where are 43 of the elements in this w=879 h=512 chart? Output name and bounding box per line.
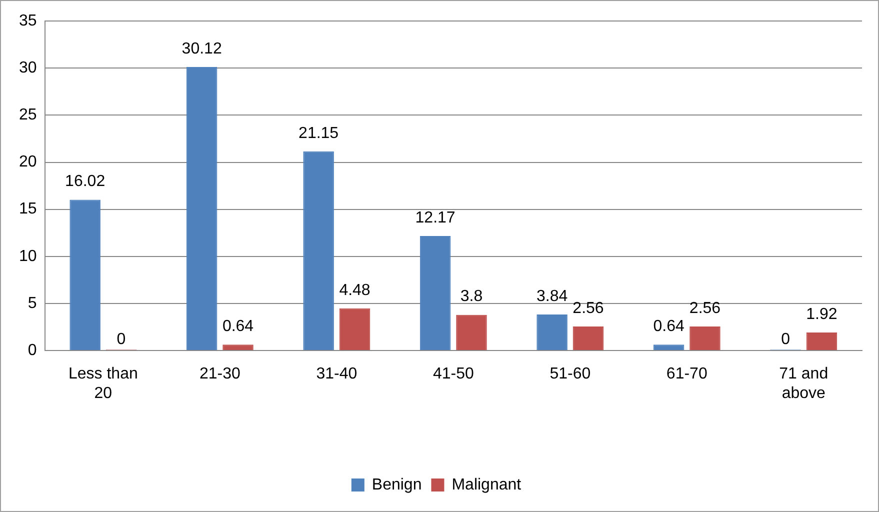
- x-tick-label: 21-30: [199, 366, 240, 383]
- bar: [572, 326, 604, 350]
- legend-label: Malignant: [452, 476, 522, 494]
- y-tick-label: 10: [19, 248, 37, 265]
- y-tick-label: 35: [19, 12, 37, 30]
- x-tick-label: 51-60: [550, 366, 591, 383]
- data-label: 3.84: [536, 288, 568, 305]
- data-label: 30.12: [182, 40, 222, 58]
- x-tick-label: Less than 20: [68, 366, 138, 402]
- bar: [70, 200, 100, 350]
- data-label: 0.64: [653, 318, 684, 335]
- bar: [456, 314, 487, 350]
- x-tick-label: 41-50: [432, 366, 474, 383]
- y-tick-label: 30: [19, 59, 37, 76]
- data-label: 12.17: [415, 209, 456, 226]
- bar: [222, 344, 254, 350]
- y-tick-label: 25: [19, 106, 37, 124]
- data-label: 0: [116, 331, 126, 348]
- data-label: 1.92: [806, 306, 838, 323]
- y-tick-label: 20: [19, 154, 37, 171]
- x-tick-label: 71 and above: [779, 366, 828, 402]
- bar: [420, 236, 451, 350]
- y-tick-label: 5: [28, 294, 37, 312]
- data-label: 0: [781, 331, 790, 348]
- data-label: 2.56: [572, 300, 604, 317]
- data-label: 0.64: [222, 318, 254, 335]
- data-label: 2.56: [689, 300, 721, 317]
- x-tick-label: 61-70: [666, 366, 708, 383]
- x-tick-label: 31-40: [316, 366, 358, 383]
- bar: [536, 314, 568, 350]
- bar: [303, 151, 334, 350]
- bar: [653, 344, 684, 350]
- data-label: 21.15: [298, 124, 339, 142]
- data-label: 16.02: [65, 173, 106, 190]
- bar: [186, 66, 218, 350]
- y-tick-label: 0: [28, 342, 37, 360]
- data-label: 3.8: [460, 288, 483, 306]
- legend-label: Benign: [372, 476, 422, 494]
- y-tick-label: 15: [19, 200, 37, 218]
- data-label: 4.48: [339, 282, 370, 299]
- bar: [690, 326, 720, 350]
- bar: [339, 308, 370, 350]
- bar: [806, 332, 838, 350]
